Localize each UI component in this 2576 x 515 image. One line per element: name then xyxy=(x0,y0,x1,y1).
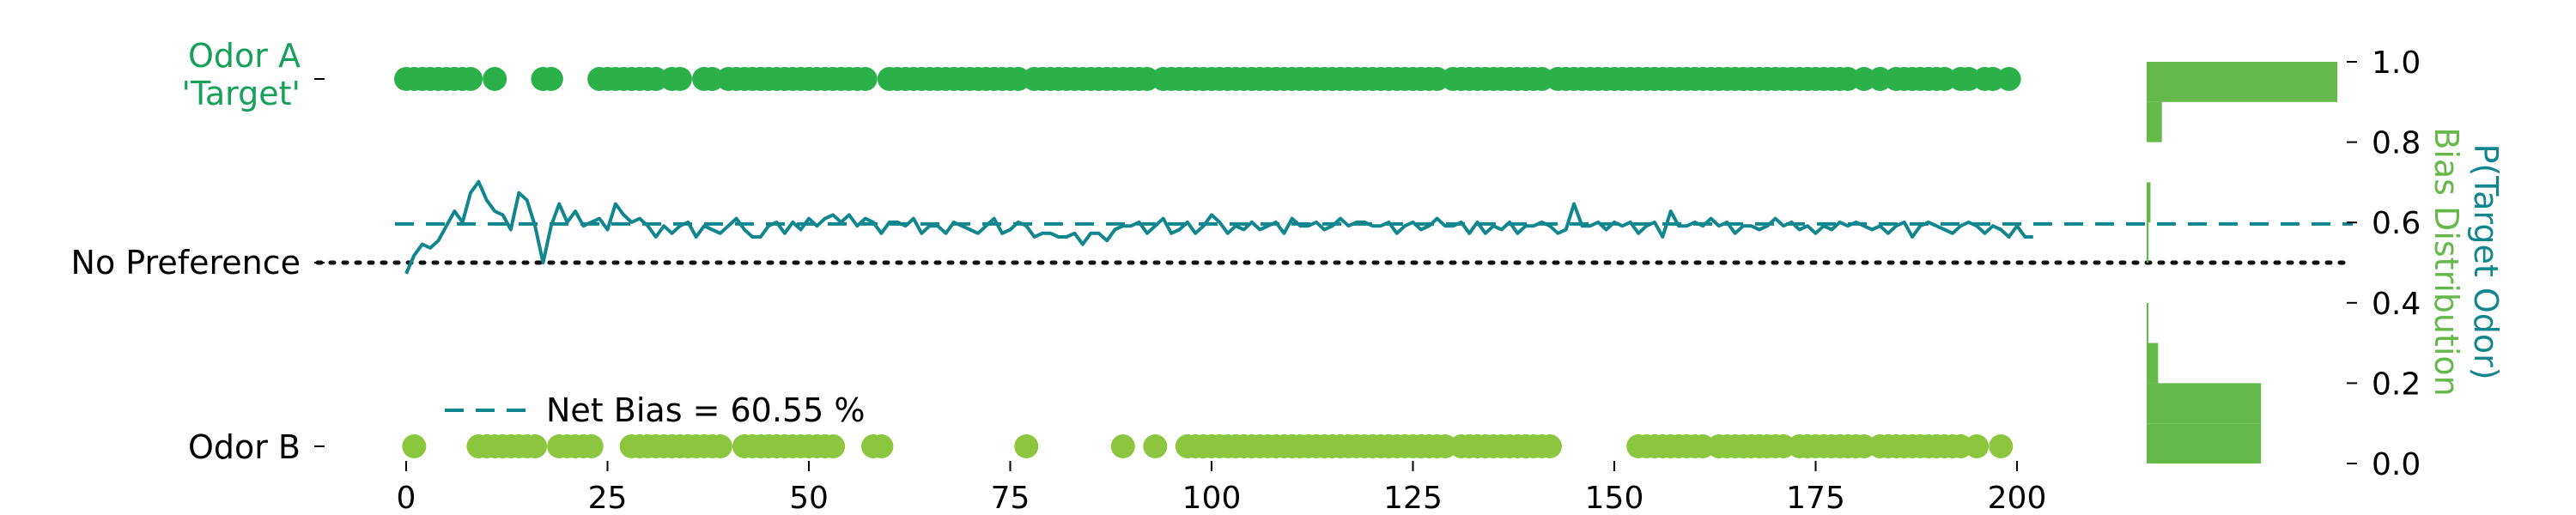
odor-a-point xyxy=(1996,67,2021,91)
odor-a-point xyxy=(538,67,563,91)
odor-b-point xyxy=(523,434,548,458)
right-tick-label: 0.0 xyxy=(2372,447,2421,482)
odor-b-label: Odor B xyxy=(188,428,301,466)
x-axis: 0 25 50 75 100 125 150 175 200 xyxy=(397,461,2047,515)
histogram-bar xyxy=(2147,222,2149,263)
right-tick-label: 1.0 xyxy=(2372,45,2421,81)
x-tick-label: 100 xyxy=(1182,481,1242,515)
odor-b-point xyxy=(708,434,732,458)
odor-a-label-line1: Odor A xyxy=(188,37,301,75)
odor-a-point xyxy=(853,67,878,91)
odor-a-point xyxy=(459,67,483,91)
x-tick-label: 50 xyxy=(789,481,829,515)
right-tick-label: 0.8 xyxy=(2372,126,2421,161)
right-axis-title-primary: P(Target Odor) xyxy=(2467,143,2505,379)
bias-histogram xyxy=(2147,62,2337,464)
legend: Net Bias = 60.55 % xyxy=(445,391,865,429)
right-y-axis: 0.0 0.2 0.4 0.6 0.8 1.0 xyxy=(2347,45,2421,482)
odor-b-point xyxy=(402,434,427,458)
odor-b-point xyxy=(869,434,894,458)
x-tick-label: 25 xyxy=(588,481,628,515)
odor-b-dots xyxy=(402,434,2014,458)
odor-a-dots xyxy=(394,67,2021,91)
odor-a-label-line2: 'Target' xyxy=(182,75,301,112)
x-tick-label: 200 xyxy=(1988,481,2047,515)
odor-b-point xyxy=(579,434,604,458)
odor-b-point xyxy=(1537,434,1562,458)
histogram-bar xyxy=(2147,182,2151,223)
right-tick-label: 0.2 xyxy=(2372,367,2421,402)
odor-b-point xyxy=(821,434,846,458)
odor-b-point xyxy=(1965,434,1990,458)
right-axis-title-secondary: Bias Distribution xyxy=(2427,127,2465,396)
histogram-bar xyxy=(2147,383,2262,424)
bias-line xyxy=(404,179,2033,275)
odor-b-point xyxy=(1143,434,1168,458)
histogram-bar xyxy=(2147,423,2262,464)
odor-a-point xyxy=(667,67,692,91)
x-tick-label: 75 xyxy=(991,481,1030,515)
x-tick-label: 150 xyxy=(1585,481,1644,515)
legend-label: Net Bias = 60.55 % xyxy=(546,391,865,429)
right-tick-label: 0.6 xyxy=(2372,206,2421,241)
histogram-bar xyxy=(2147,62,2337,102)
x-tick-label: 0 xyxy=(397,481,416,515)
histogram-bar xyxy=(2147,302,2148,343)
odor-b-point xyxy=(1110,434,1135,458)
x-tick-label: 125 xyxy=(1383,481,1443,515)
histogram-bar xyxy=(2147,101,2162,142)
odor-b-point xyxy=(1014,434,1039,458)
histogram-bar xyxy=(2147,342,2159,384)
y-category-labels: Odor A 'Target' No Preference Odor B xyxy=(71,37,325,466)
right-tick-label: 0.4 xyxy=(2372,287,2421,322)
x-tick-label: 175 xyxy=(1786,481,1845,515)
no-preference-label: No Preference xyxy=(71,244,301,282)
right-axis-titles: P(Target Odor) Bias Distribution xyxy=(2427,127,2505,396)
odor-a-point xyxy=(483,67,507,91)
odor-b-point xyxy=(1989,434,2014,458)
